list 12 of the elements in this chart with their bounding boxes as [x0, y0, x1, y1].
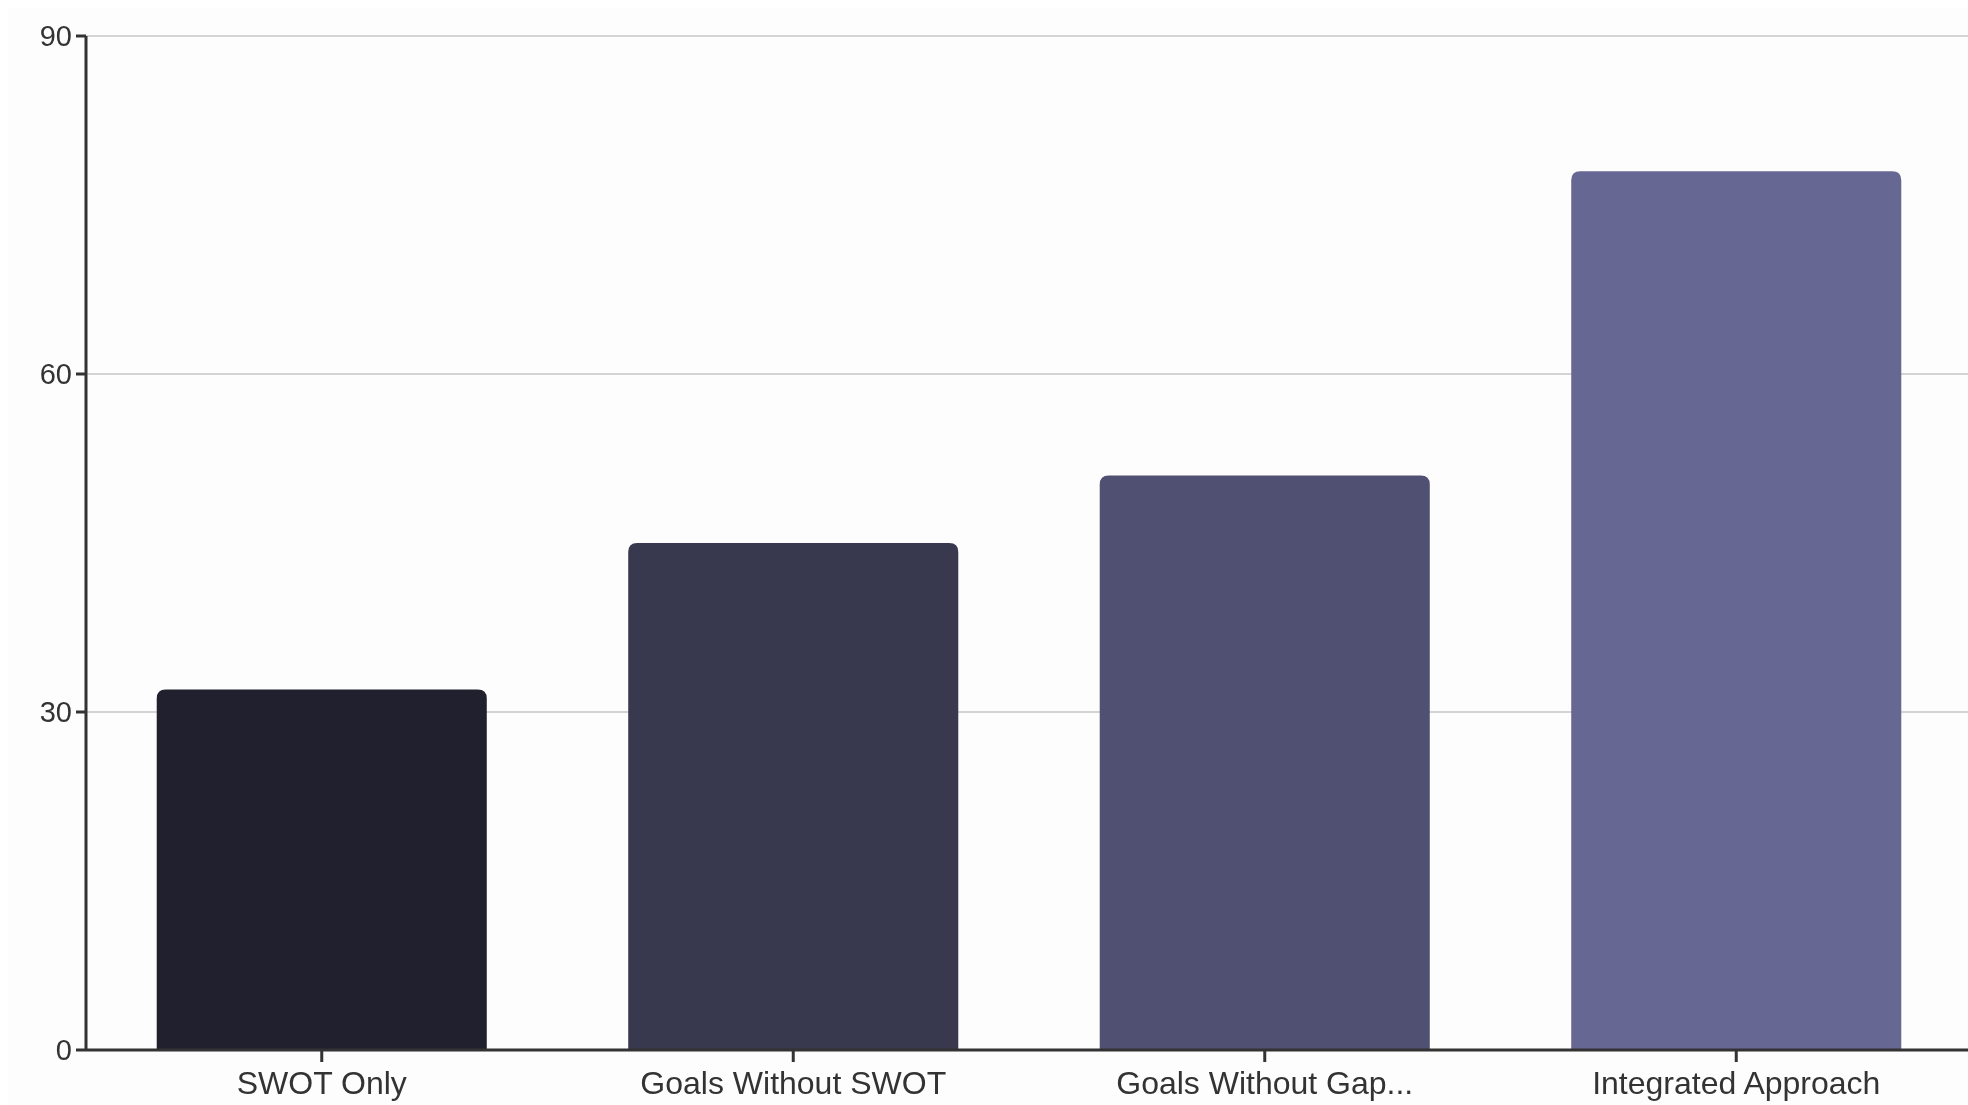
x-tick-label: Goals Without SWOT: [640, 1065, 947, 1101]
bar: [1099, 475, 1430, 1050]
bar: [1571, 171, 1902, 1050]
y-tick-label: 90: [39, 20, 72, 53]
x-tick-label: Goals Without Gap...: [1116, 1065, 1414, 1101]
x-tick-label: SWOT Only: [236, 1065, 407, 1101]
bar: [156, 689, 487, 1050]
y-tick-label: 60: [39, 358, 72, 391]
y-tick-label: 30: [39, 696, 72, 729]
x-tick-label: Integrated Approach: [1592, 1065, 1881, 1101]
y-tick-label: 0: [55, 1034, 72, 1067]
bar: [628, 543, 959, 1050]
